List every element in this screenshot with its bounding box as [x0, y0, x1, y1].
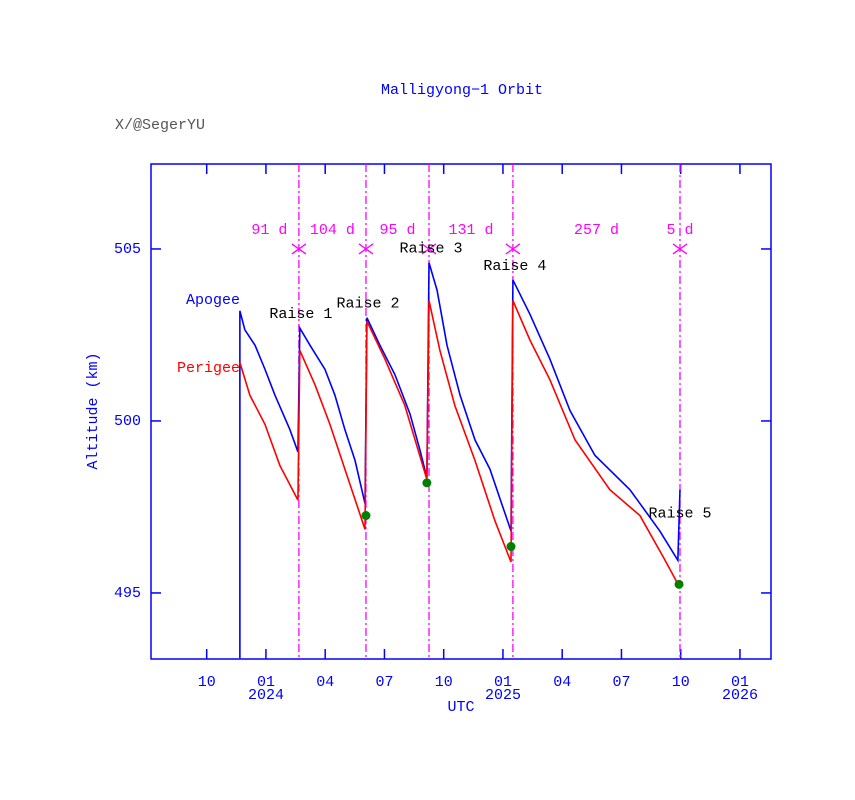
x-tick-label: 04: [553, 674, 571, 691]
x-year-label: 2026: [722, 687, 758, 704]
legend-label: Apogee: [186, 292, 240, 309]
x-tick-label: 07: [375, 674, 393, 691]
event-arrow: [421, 243, 437, 255]
raise-label: Raise 4: [483, 258, 546, 275]
raise-label: Raise 5: [648, 506, 711, 523]
x-year-label: 2024: [248, 687, 284, 704]
interval-label: 95 d: [379, 222, 415, 239]
x-tick-label: 07: [612, 674, 630, 691]
marker-point: [422, 478, 432, 488]
raise-label: Raise 1: [269, 306, 332, 323]
x-tick-label: 10: [435, 674, 453, 691]
plot-frame: [150, 163, 772, 660]
interval-label: 5 d: [666, 222, 693, 239]
y-tick-label: 505: [114, 241, 141, 258]
interval-label: 91 d: [251, 222, 287, 239]
plot-area: [239, 164, 688, 659]
series-line: [239, 300, 680, 587]
x-tick-label: 10: [672, 674, 690, 691]
x-tick-label: 10: [198, 674, 216, 691]
x-tick-label: 04: [316, 674, 334, 691]
x-axis-label: UTC: [447, 699, 474, 716]
event-arrow: [672, 243, 688, 255]
y-axis-label: Altitude (km): [85, 352, 102, 469]
legend-label: Perigee: [177, 360, 240, 377]
interval-label: 257 d: [574, 222, 619, 239]
marker-point: [506, 542, 516, 552]
x-tick-label: 01: [494, 674, 512, 691]
marker-point: [361, 511, 371, 521]
chart-title: Malligyong−1 Orbit: [381, 82, 543, 99]
watermark: X/@SegerYU: [115, 117, 205, 134]
marker-point: [674, 579, 684, 589]
raise-label: Raise 2: [336, 296, 399, 313]
y-tick-label: 495: [114, 585, 141, 602]
y-tick-label: 500: [114, 413, 141, 430]
event-arrow: [505, 243, 521, 255]
interval-label: 104 d: [310, 222, 355, 239]
event-arrow: [291, 243, 307, 255]
x-tick-label: 01: [731, 674, 749, 691]
x-tick-label: 01: [257, 674, 275, 691]
event-arrow: [358, 243, 374, 255]
series-line: [239, 262, 681, 659]
raise-label: Raise 3: [399, 241, 462, 258]
x-year-label: 2025: [485, 687, 521, 704]
interval-label: 131 d: [448, 222, 493, 239]
